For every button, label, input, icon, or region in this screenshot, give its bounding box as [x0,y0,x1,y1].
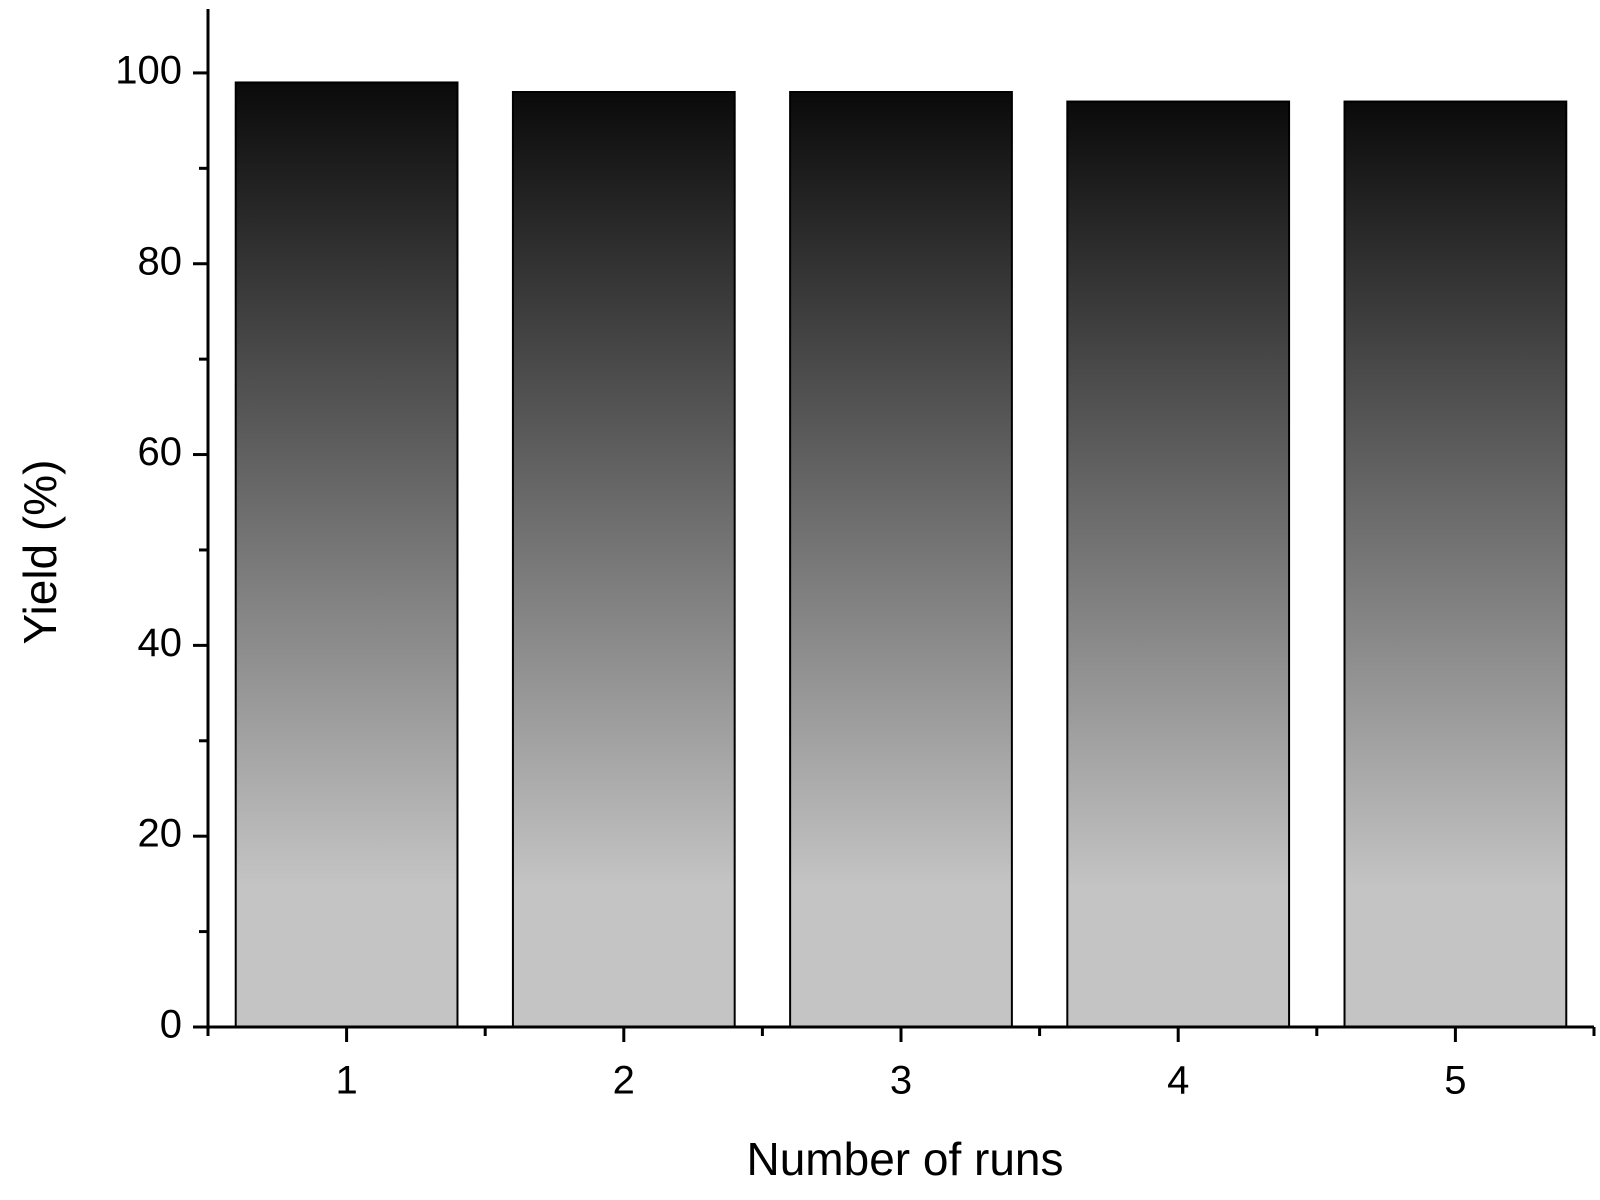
bar [234,81,459,1028]
bar [511,91,736,1028]
y-tick-label: 60 [138,430,183,474]
bar [789,91,1013,1028]
y-tick-label: 80 [138,239,183,283]
x-axis-title: Number of runs [746,1133,1063,1185]
x-tick-label: 5 [1444,1059,1466,1103]
y-tick-label: 100 [115,48,182,92]
bar [1066,100,1291,1028]
x-tick-label: 3 [890,1059,912,1103]
x-tick-label: 4 [1167,1059,1189,1103]
y-tick-label: 0 [160,1003,182,1047]
y-axis-title: Yield (%) [14,460,66,645]
x-tick-label: 2 [613,1059,635,1103]
y-tick-label: 20 [138,812,183,856]
bar [1343,100,1568,1028]
y-tick-label: 40 [138,621,183,665]
x-tick-label: 1 [335,1059,357,1103]
